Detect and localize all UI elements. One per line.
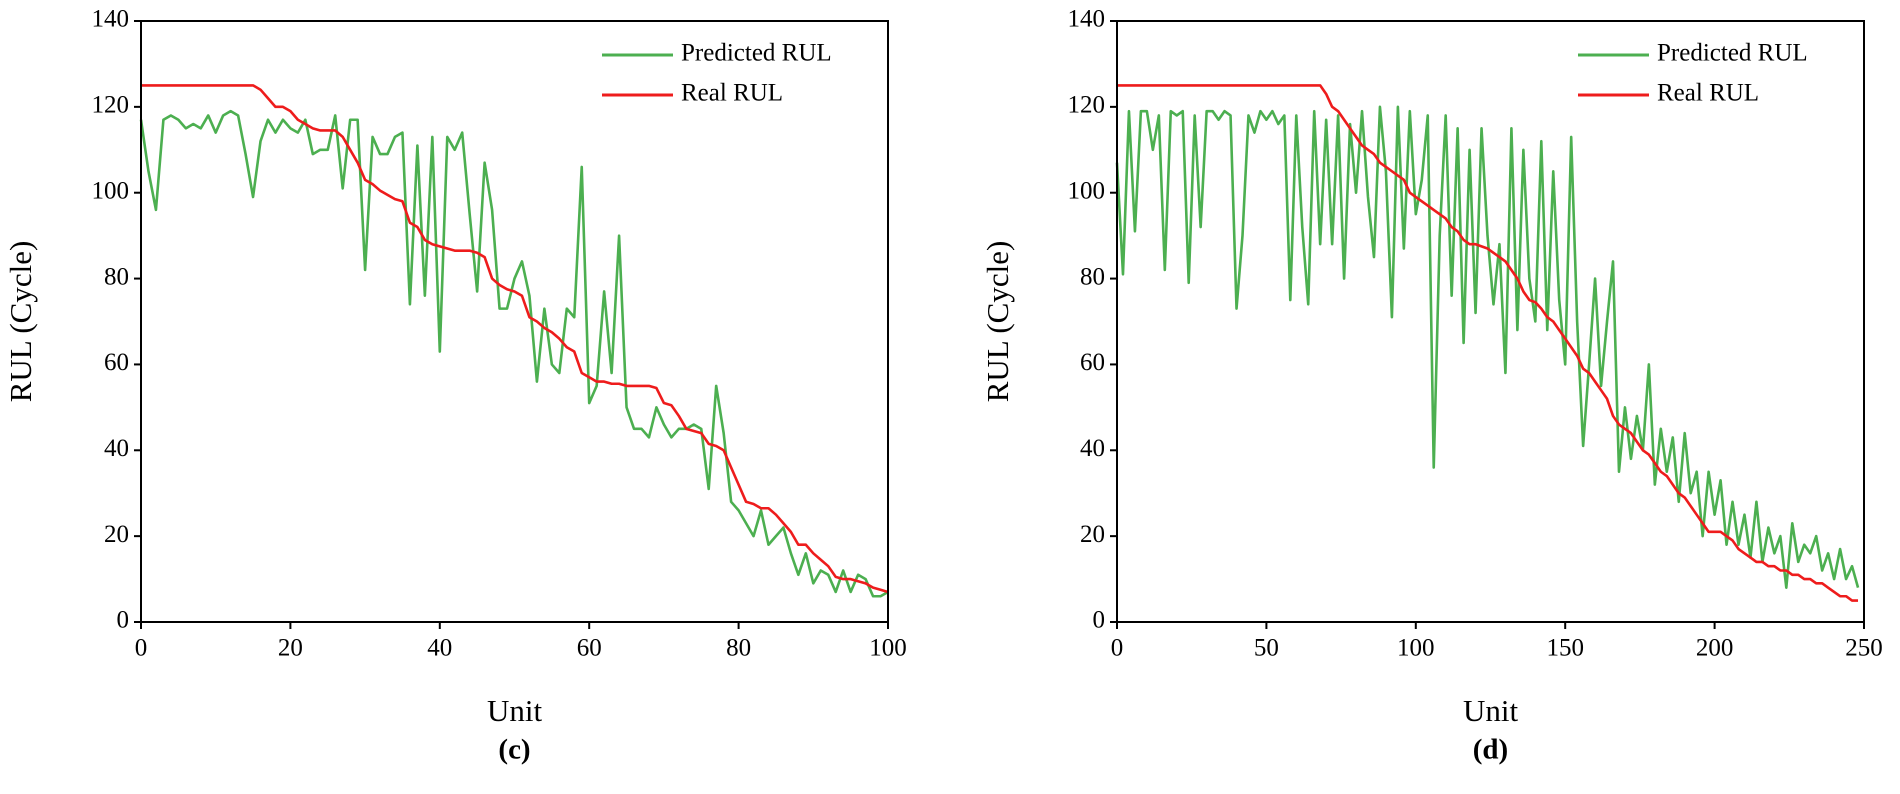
- y-tick-label: 20: [104, 521, 129, 548]
- legend-label: Predicted RUL: [681, 40, 832, 67]
- y-tick-label: 80: [1080, 263, 1105, 290]
- plot-frame: [140, 20, 889, 623]
- y-tick-label: 60: [1080, 349, 1105, 376]
- y-tick-label: 20: [1080, 521, 1105, 548]
- y-tick-label: 120: [1068, 92, 1106, 119]
- y-tick-label: 80: [104, 263, 129, 290]
- data-line: [1115, 105, 1860, 589]
- x-tick-label: 80: [726, 635, 751, 662]
- data-line: [139, 109, 889, 598]
- y-tick-label: 140: [92, 6, 130, 33]
- plot-frame: [1116, 20, 1865, 623]
- y-tick-label: 0: [117, 607, 130, 634]
- y-axis-label: RUL (Cycle): [980, 241, 1015, 403]
- x-tick-label: 250: [1845, 635, 1883, 662]
- y-tick-label: 140: [1068, 6, 1106, 33]
- x-tick-label: 50: [1254, 635, 1279, 662]
- legend-label: Predicted RUL: [1657, 40, 1808, 67]
- caption: (c): [498, 734, 530, 766]
- legend-label: Real RUL: [681, 80, 783, 107]
- y-tick-label: 40: [1080, 435, 1105, 462]
- x-tick-label: 20: [278, 635, 303, 662]
- x-tick-label: 0: [135, 635, 148, 662]
- y-axis-label: RUL (Cycle): [3, 241, 38, 403]
- caption: (d): [1473, 734, 1508, 766]
- x-tick-label: 100: [1397, 635, 1435, 662]
- x-tick-label: 200: [1696, 635, 1734, 662]
- y-tick-label: 100: [92, 177, 130, 204]
- y-tick-label: 60: [104, 349, 129, 376]
- y-tick-label: 0: [1093, 607, 1106, 634]
- x-tick-label: 60: [577, 635, 602, 662]
- y-tick-label: 40: [104, 435, 129, 462]
- data-line: [141, 84, 889, 594]
- x-tick-label: 100: [869, 635, 907, 662]
- x-tick-label: 150: [1546, 635, 1584, 662]
- legend-label: Real RUL: [1657, 80, 1759, 107]
- x-axis-label: Unit: [1463, 693, 1519, 728]
- x-tick-label: 40: [427, 635, 452, 662]
- x-tick-label: 0: [1111, 635, 1124, 662]
- data-line: [1117, 84, 1859, 602]
- y-tick-label: 100: [1068, 177, 1106, 204]
- x-axis-label: Unit: [487, 693, 543, 728]
- y-tick-label: 120: [92, 92, 130, 119]
